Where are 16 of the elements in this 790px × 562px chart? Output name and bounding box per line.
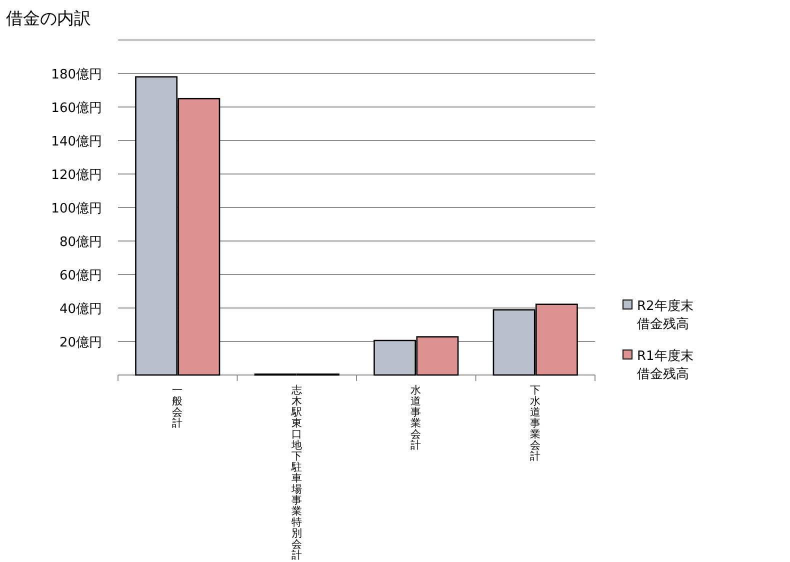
x-tick-label: 水道事業会計 — [410, 384, 422, 452]
x-tick-label: 一般会計 — [172, 384, 184, 430]
y-tick-label: 80億円 — [59, 235, 102, 250]
y-tick-label: 60億円 — [59, 268, 102, 284]
category-label: 志木駅東口地下駐車場事業特別会計 — [291, 384, 302, 562]
chart-title: 借金の内訳 — [6, 9, 91, 29]
y-tick-label: 40億円 — [59, 302, 102, 317]
legend-label: R2年度末借金残高 — [637, 298, 694, 332]
legend-label: R1年度末借金残高 — [637, 348, 694, 382]
y-tick-label: 140億円 — [51, 134, 102, 150]
y-tick-label: 180億円 — [51, 68, 102, 82]
y-tick-label: 20億円 — [59, 336, 102, 350]
y-tick-label: 100億円 — [51, 202, 102, 216]
x-tick-label: 下水道事業会計 — [530, 384, 541, 462]
y-tick-label: 160億円 — [51, 101, 102, 116]
y-tick-label: 120億円 — [51, 168, 102, 183]
